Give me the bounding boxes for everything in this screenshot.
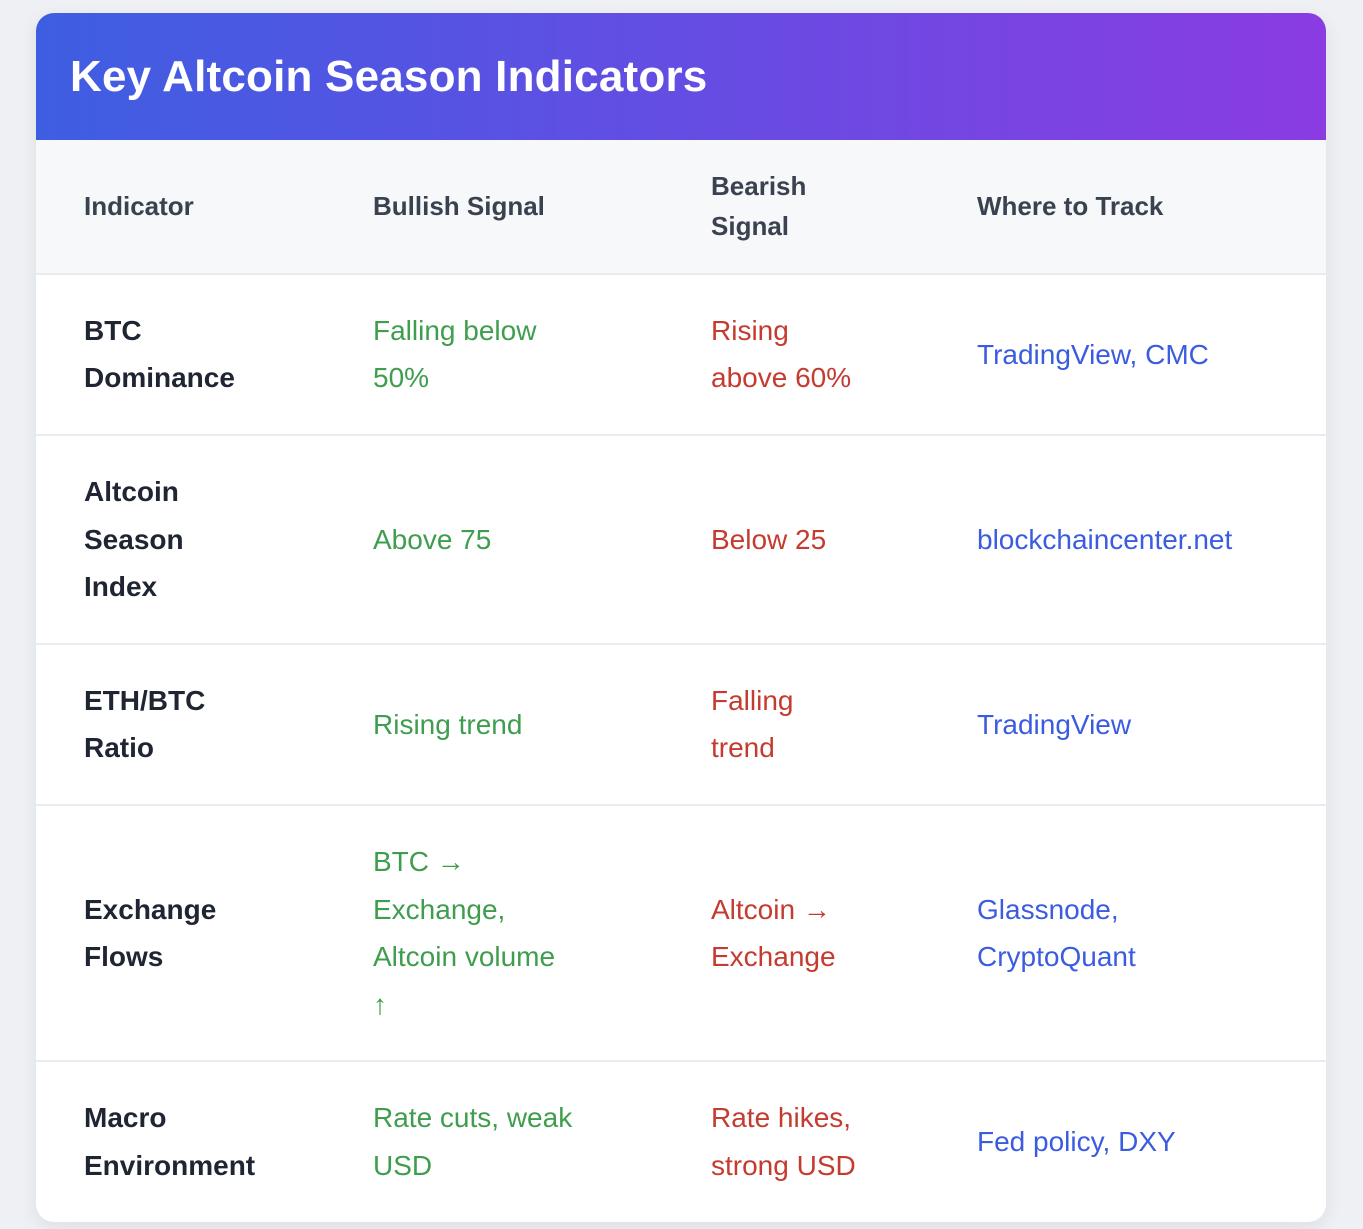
cell-bearish-signal: Rate hikes, strong USD xyxy=(687,1060,953,1222)
column-header-bearish-signal: Bearish Signal xyxy=(687,140,953,274)
column-header-indicator: Indicator xyxy=(36,140,349,274)
cell-track-link[interactable]: Glassnode, CryptoQuant xyxy=(953,803,1326,1062)
table-header-row: Indicator Bullish Signal Bearish Signal … xyxy=(36,140,1326,274)
column-header-bullish-signal: Bullish Signal xyxy=(349,140,687,274)
table-row-btc-dominance: BTC Dominance Falling below 50% Rising a… xyxy=(36,272,1326,435)
cell-bearish-signal: Below 25 xyxy=(687,433,953,644)
table-row-altcoin-season-index: Altcoin Season Index Above 75 Below 25 b… xyxy=(36,433,1326,644)
cell-bearish-signal: Altcoin → Exchange xyxy=(687,803,953,1062)
table-row-macro-environment: Macro Environment Rate cuts, weak USD Ra… xyxy=(36,1060,1326,1222)
cell-indicator: Macro Environment xyxy=(36,1060,349,1222)
indicators-table: Indicator Bullish Signal Bearish Signal … xyxy=(36,140,1326,1222)
altcoin-indicators-card: Key Altcoin Season Indicators Indicator … xyxy=(36,13,1326,1222)
cell-track-link[interactable]: TradingView, CMC xyxy=(953,272,1326,435)
cell-track-link[interactable]: Fed policy, DXY xyxy=(953,1060,1326,1222)
cell-indicator: Altcoin Season Index xyxy=(36,433,349,644)
cell-track-link[interactable]: blockchaincenter.net xyxy=(953,433,1326,644)
table-row-eth-btc-ratio: ETH/BTC Ratio Rising trend Falling trend… xyxy=(36,642,1326,805)
cell-bullish-signal: Rising trend xyxy=(349,642,687,805)
table-row-exchange-flows: Exchange Flows BTC → Exchange, Altcoin v… xyxy=(36,803,1326,1062)
cell-bullish-signal: Above 75 xyxy=(349,433,687,644)
cell-bearish-signal: Falling trend xyxy=(687,642,953,805)
cell-bullish-signal: Falling below 50% xyxy=(349,272,687,435)
cell-track-link[interactable]: TradingView xyxy=(953,642,1326,805)
cell-bullish-signal: Rate cuts, weak USD xyxy=(349,1060,687,1222)
cell-bullish-signal: BTC → Exchange, Altcoin volume ↑ xyxy=(349,803,687,1062)
card-header: Key Altcoin Season Indicators xyxy=(36,13,1326,141)
cell-indicator: Exchange Flows xyxy=(36,803,349,1062)
card-title: Key Altcoin Season Indicators xyxy=(70,52,708,101)
cell-bearish-signal: Rising above 60% xyxy=(687,272,953,435)
cell-indicator: ETH/BTC Ratio xyxy=(36,642,349,805)
cell-indicator: BTC Dominance xyxy=(36,272,349,435)
column-header-where-to-track: Where to Track xyxy=(953,140,1326,274)
